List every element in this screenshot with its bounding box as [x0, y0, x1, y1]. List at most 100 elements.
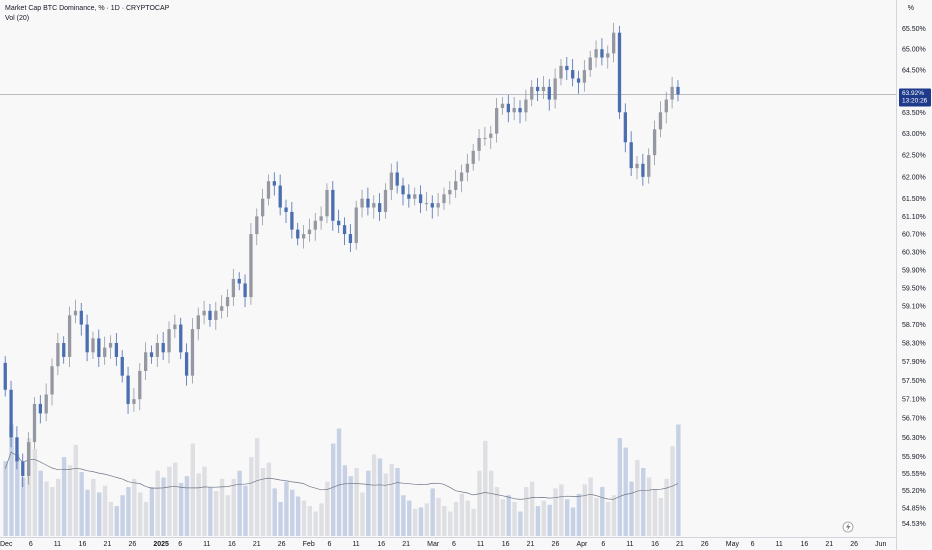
candle-body[interactable] — [196, 315, 200, 330]
candle-body[interactable] — [664, 99, 668, 113]
candle-body[interactable] — [582, 70, 587, 83]
candle-body[interactable] — [108, 343, 113, 348]
candle-body[interactable] — [190, 329, 195, 376]
candle-body[interactable] — [138, 370, 142, 400]
candle-body[interactable] — [617, 32, 622, 113]
candle-body[interactable] — [231, 278, 236, 298]
candle-body[interactable] — [635, 163, 639, 169]
candle-body[interactable] — [307, 229, 312, 235]
candle-body[interactable] — [342, 225, 347, 235]
candle-body[interactable] — [313, 220, 317, 230]
candle-body[interactable] — [161, 343, 165, 353]
candle-body[interactable] — [647, 155, 651, 177]
candle-body[interactable] — [132, 399, 136, 404]
candle-body[interactable] — [477, 137, 481, 151]
candle-body[interactable] — [571, 70, 575, 79]
candle-body[interactable] — [465, 163, 470, 173]
candle-body[interactable] — [530, 86, 534, 100]
candle-body[interactable] — [67, 315, 72, 357]
candle-body[interactable] — [489, 133, 493, 138]
candle-body[interactable] — [500, 103, 505, 109]
candle-body[interactable] — [413, 194, 417, 199]
candle-body[interactable] — [50, 366, 54, 395]
candle-body[interactable] — [565, 65, 569, 71]
candle-body[interactable] — [73, 310, 78, 316]
candle-body[interactable] — [126, 375, 130, 404]
candle-body[interactable] — [407, 194, 411, 199]
candle-body[interactable] — [278, 185, 282, 208]
candle-body[interactable] — [401, 185, 405, 195]
candle-body[interactable] — [3, 362, 7, 390]
candle-body[interactable] — [202, 310, 206, 316]
candle-body[interactable] — [56, 343, 60, 367]
candle-body[interactable] — [454, 181, 458, 190]
candle-body[interactable] — [214, 310, 218, 320]
candle-body[interactable] — [208, 310, 212, 320]
candle-body[interactable] — [448, 189, 452, 195]
candle-body[interactable] — [249, 234, 253, 298]
candle-body[interactable] — [79, 310, 83, 325]
candle-body[interactable] — [471, 150, 475, 164]
candle-body[interactable] — [337, 220, 341, 226]
candle-body[interactable] — [424, 203, 429, 205]
candle-body[interactable] — [588, 57, 592, 71]
candle-body[interactable] — [606, 53, 610, 58]
candle-body[interactable] — [348, 234, 353, 243]
candle-body[interactable] — [296, 229, 300, 239]
candle-body[interactable] — [237, 278, 241, 284]
candle-body[interactable] — [44, 394, 48, 414]
candle-body[interactable] — [114, 343, 119, 357]
symbol-title[interactable]: Market Cap BTC Dominance, % · 1D · CRYPT… — [5, 5, 170, 12]
candle-body[interactable] — [612, 32, 616, 54]
candle-body[interactable] — [670, 86, 674, 100]
axis-unit-label[interactable]: % — [907, 5, 914, 12]
candle-body[interactable] — [144, 352, 148, 371]
candle-body[interactable] — [225, 297, 230, 307]
candle-body[interactable] — [652, 129, 657, 156]
candle-body[interactable] — [62, 343, 66, 357]
candle-body[interactable] — [290, 211, 294, 230]
candle-body[interactable] — [524, 99, 528, 113]
candle-body[interactable] — [220, 306, 224, 311]
candle-body[interactable] — [389, 172, 393, 190]
candle-body[interactable] — [366, 198, 370, 208]
candle-body[interactable] — [395, 172, 399, 186]
candle-body[interactable] — [436, 203, 440, 208]
candle-body[interactable] — [512, 108, 516, 113]
candle-body[interactable] — [372, 203, 376, 208]
candle-body[interactable] — [155, 343, 159, 357]
candle-body[interactable] — [9, 389, 13, 438]
candle-body[interactable] — [378, 203, 382, 212]
price-candles[interactable] — [3, 22, 680, 488]
time-axis[interactable]: Dec 6 11 16 21 26 2025 6 11 16 21 26 Feb 6 11 16 21 Mar 6 1… — [0, 541, 887, 548]
candle-body[interactable] — [553, 78, 557, 100]
price-axis[interactable]: 65.50%65.00%64.50%64.00%63.50%63.00%62.5… — [902, 26, 926, 528]
candle-body[interactable] — [103, 347, 107, 357]
candle-body[interactable] — [594, 49, 598, 58]
candle-body[interactable] — [383, 189, 388, 212]
candle-body[interactable] — [430, 203, 434, 208]
candle-body[interactable] — [97, 338, 101, 357]
candle-body[interactable] — [38, 403, 42, 414]
candle-body[interactable] — [255, 216, 259, 235]
candle-body[interactable] — [600, 49, 604, 58]
candle-body[interactable] — [266, 181, 271, 199]
candle-body[interactable] — [354, 207, 358, 243]
candle-body[interactable] — [676, 86, 680, 95]
candle-body[interactable] — [418, 194, 423, 204]
candle-body[interactable] — [243, 283, 247, 298]
candle-body[interactable] — [495, 108, 499, 134]
candle-body[interactable] — [483, 137, 487, 139]
candle-body[interactable] — [547, 86, 551, 100]
candle-body[interactable] — [459, 172, 464, 182]
candle-body[interactable] — [32, 403, 37, 443]
candle-body[interactable] — [284, 207, 288, 212]
candle-body[interactable] — [301, 234, 306, 239]
candle-body[interactable] — [179, 324, 183, 353]
candle-body[interactable] — [518, 108, 522, 113]
candle-body[interactable] — [319, 216, 323, 221]
candle-body[interactable] — [272, 181, 276, 186]
candle-body[interactable] — [360, 198, 364, 208]
candle-body[interactable] — [261, 198, 265, 217]
candle-body[interactable] — [506, 103, 510, 113]
